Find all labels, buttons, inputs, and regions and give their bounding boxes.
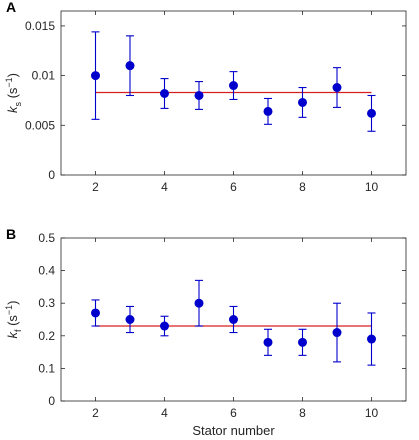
- y-axis-symbol: k: [5, 105, 20, 113]
- data-point: [194, 298, 204, 308]
- data-point: [160, 321, 169, 331]
- data-point-group: [125, 35, 135, 97]
- y-tick-label: 0.1: [38, 361, 55, 375]
- y-axis-unit-close: ): [5, 73, 20, 77]
- data-point-group: [229, 71, 238, 101]
- data-point: [332, 328, 342, 338]
- y-axis-unit-exponent: −1: [4, 305, 14, 315]
- data-point: [125, 61, 135, 71]
- y-axis-unit-exponent: −1: [4, 77, 14, 87]
- x-tick-label: 8: [299, 180, 306, 194]
- data-point: [263, 106, 273, 116]
- x-tick-label: 6: [230, 180, 237, 194]
- y-tick-label: 0: [48, 394, 55, 408]
- data-point: [229, 81, 238, 91]
- data-point-group: [367, 94, 376, 132]
- y-tick-label: 0: [48, 168, 55, 182]
- x-tick-label: 4: [161, 406, 168, 420]
- data-point-group: [263, 97, 273, 125]
- y-axis-symbol: k: [5, 331, 20, 339]
- data-point: [91, 308, 100, 318]
- y-axis-subscript: f: [13, 329, 23, 332]
- y-tick-label: 0.5: [38, 231, 55, 245]
- data-point-group: [367, 312, 376, 366]
- x-tick-label: 10: [365, 180, 379, 194]
- y-tick-label: 0.3: [38, 296, 55, 310]
- x-tick-label: 2: [92, 406, 99, 420]
- data-point-group: [194, 81, 204, 110]
- data-point: [263, 337, 273, 347]
- panel-a: A 2 4 6 8 10 0 0.005 0.01 0.015 ks (s−1): [4, 0, 407, 194]
- data-point-group: [125, 305, 135, 334]
- data-point: [298, 97, 307, 107]
- x-tick-label: 10: [365, 406, 379, 420]
- y-axis-subscript: s: [13, 102, 23, 107]
- y-axis-unit-close: ): [5, 300, 20, 304]
- data-point: [194, 90, 204, 100]
- y-tick-label: 0.015: [25, 19, 55, 33]
- y-axis-title: ks (s−1): [4, 73, 23, 113]
- data-point: [125, 315, 135, 324]
- data-point-group: [298, 328, 307, 356]
- data-point-group: [263, 328, 273, 356]
- data-point: [160, 88, 169, 98]
- y-tick-label: 0.005: [25, 118, 55, 132]
- data-point-group: [298, 86, 307, 118]
- x-tick-label: 2: [92, 180, 99, 194]
- data-point-group: [229, 305, 238, 334]
- data-point-group: [160, 315, 169, 337]
- y-axis-unit: (s: [5, 315, 20, 330]
- y-axis-unit: (s: [5, 87, 20, 102]
- data-point: [367, 108, 376, 118]
- data-point: [91, 71, 100, 81]
- data-point-group: [160, 78, 169, 109]
- y-axis-title: kf (s−1): [4, 300, 23, 338]
- x-tick-label: 4: [161, 180, 168, 194]
- data-point-group: [194, 279, 204, 327]
- x-axis-title: Stator number: [192, 423, 275, 438]
- panel-letter: A: [6, 0, 16, 15]
- x-tick-label: 8: [299, 406, 306, 420]
- data-point-group: [91, 299, 100, 327]
- data-point: [332, 83, 342, 93]
- data-point-group: [91, 31, 100, 120]
- data-point-group: [332, 302, 342, 363]
- y-tick-label: 0.2: [38, 329, 55, 343]
- y-tick-label: 0.4: [38, 264, 55, 278]
- data-point: [229, 315, 238, 324]
- data-point: [367, 334, 376, 344]
- y-tick-label: 0.01: [32, 69, 56, 83]
- data-point-group: [332, 67, 342, 108]
- panel-b: B 2 4 6 8 10 0 0.1 0.2 0.3 0.4 0.5 kf (s−1) Stator nu…: [4, 226, 407, 438]
- x-tick-label: 6: [230, 406, 237, 420]
- data-point: [298, 337, 307, 347]
- panel-letter: B: [6, 226, 16, 242]
